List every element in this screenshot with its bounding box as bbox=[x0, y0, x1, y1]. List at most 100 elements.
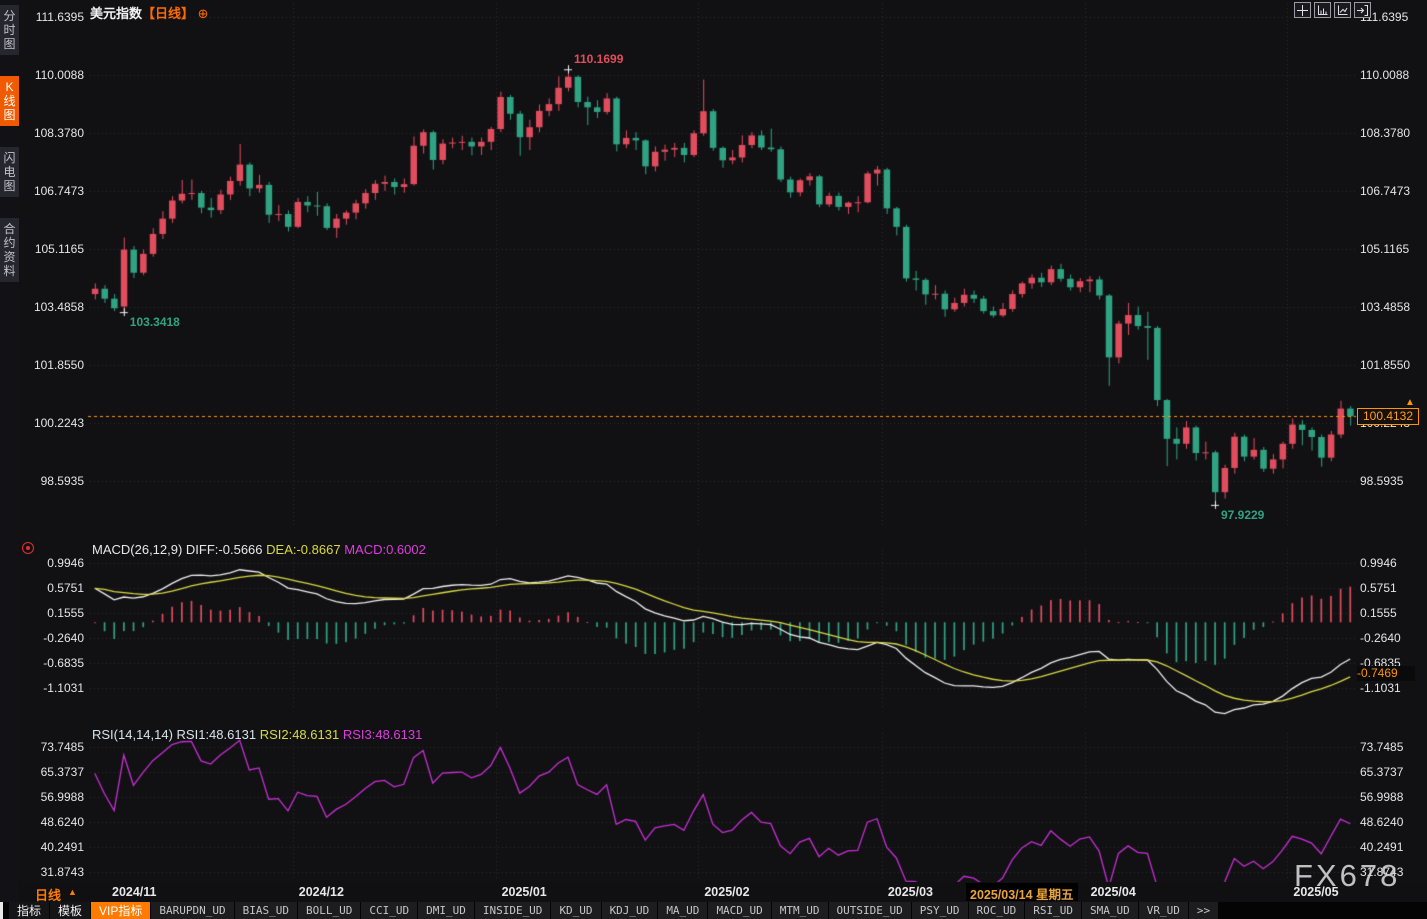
toolbar-item-psy-ud[interactable]: PSY_UD bbox=[911, 902, 968, 919]
toolbar-item-模板[interactable]: 模板 bbox=[50, 902, 91, 919]
axis-tick-label: 106.7473 bbox=[33, 184, 84, 198]
axis-tick-label: 110.0088 bbox=[1360, 68, 1410, 82]
symbol-name: 美元指数 bbox=[90, 6, 143, 21]
toolbar-left-divider bbox=[0, 902, 3, 919]
axis-tick-label: 101.8550 bbox=[1360, 358, 1411, 372]
axis-tick-label: 106.7473 bbox=[1360, 184, 1411, 198]
rsi-header: RSI(14,14,14) RSI1:48.6131 RSI2:48.6131 … bbox=[92, 727, 422, 742]
macd-dea-label: DEA:-0.8667 bbox=[266, 542, 341, 557]
watermark: FX678 bbox=[1294, 858, 1401, 893]
toolbar-item-inside-ud[interactable]: INSIDE_UD bbox=[474, 902, 551, 919]
axis-tick-label: 98.5935 bbox=[40, 474, 84, 488]
date-axis: 日线 ▲ 2024/11 2024/12 2025/01 2025/02 2025/03… bbox=[19, 882, 1427, 903]
macd-current-value-label: -0.7469 bbox=[1357, 666, 1415, 681]
sidebar-item-1[interactable]: 分时图 bbox=[0, 5, 19, 55]
axis-tick-label: 65.3737 bbox=[40, 765, 84, 779]
axis-tick-label: 48.6240 bbox=[40, 815, 84, 829]
price-chart-canvas[interactable] bbox=[0, 0, 1427, 884]
period-selector-button[interactable]: 日线 bbox=[35, 888, 62, 903]
axis-tick-label: -0.6835 bbox=[43, 656, 84, 670]
macd-header: MACD(26,12,9) DIFF:-0.5666 DEA:-0.8667 M… bbox=[92, 542, 426, 557]
axis-tick-label: 98.5935 bbox=[1360, 474, 1404, 488]
axis-tick-label: -0.2640 bbox=[43, 631, 84, 645]
month-label: 2024/11 bbox=[112, 885, 157, 899]
axis-tick-label: 0.1555 bbox=[47, 606, 84, 620]
add-overlay-icon[interactable]: ⊕ bbox=[197, 6, 209, 21]
toolbar-item-rsi-ud[interactable]: RSI_UD bbox=[1025, 902, 1082, 919]
toolbar-item-barupdn-ud[interactable]: BARUPDN_UD bbox=[151, 902, 234, 919]
month-label: 2025/02 bbox=[704, 885, 750, 899]
last-price-label: 100.4132 bbox=[1357, 408, 1419, 425]
axis-tick-label: 103.4858 bbox=[1360, 300, 1411, 314]
rsi1-label: RSI(14,14,14) RSI1:48.6131 bbox=[92, 727, 257, 742]
trend-scale-icon[interactable] bbox=[1334, 2, 1351, 18]
axis-tick-label: 73.7485 bbox=[40, 740, 84, 754]
bar-scale-icon[interactable] bbox=[1314, 2, 1331, 18]
low-price-annotation: 103.3418 bbox=[129, 315, 180, 330]
axis-tick-label: 0.9946 bbox=[1360, 556, 1397, 570]
axis-tick-label: 31.8743 bbox=[1360, 865, 1404, 879]
rsi2-label: RSI2:48.6131 bbox=[259, 727, 340, 742]
period-arrow-icon[interactable]: ▲ bbox=[68, 887, 77, 897]
toolbar-item-cci-ud[interactable]: CCI_UD bbox=[361, 902, 418, 919]
axis-tick-label: 105.1165 bbox=[34, 242, 84, 256]
sidebar-item-4[interactable]: 合约资料 bbox=[0, 218, 19, 282]
low-price-annotation: 97.9229 bbox=[1220, 507, 1265, 522]
month-label: 2025/01 bbox=[501, 885, 547, 899]
axis-tick-label: 111.6395 bbox=[35, 10, 84, 24]
month-label: 2025/03 bbox=[887, 885, 934, 899]
toolbar-item-sma-ud[interactable]: SMA_UD bbox=[1082, 902, 1138, 919]
chart-type-sidebar: 分时图 K线图闪电图合约资料 bbox=[0, 0, 19, 919]
axis-tick-label: 40.2491 bbox=[40, 840, 84, 854]
toolbar-item-macd-ud[interactable]: MACD_UD bbox=[708, 902, 771, 919]
toolbar-item-vr-ud[interactable]: VR_UD bbox=[1138, 902, 1188, 919]
rsi3-label: RSI3:48.6131 bbox=[342, 727, 423, 742]
toolbar-item-kdj-ud[interactable]: KDJ_UD bbox=[601, 902, 658, 919]
toolbar-item-指标[interactable]: 指标 bbox=[9, 902, 50, 919]
high-price-annotation: 110.1699 bbox=[573, 52, 624, 67]
axis-tick-label: 65.3737 bbox=[1360, 765, 1404, 779]
axis-tick-label: 105.1165 bbox=[1360, 242, 1410, 256]
month-label: 2024/12 bbox=[298, 885, 344, 899]
axis-tick-label: 110.0088 bbox=[34, 68, 84, 82]
macd-diff-label: MACD(26,12,9) DIFF:-0.5666 bbox=[92, 542, 263, 557]
axis-tick-label: 56.9988 bbox=[40, 790, 84, 804]
axis-tick-label: 108.3780 bbox=[33, 126, 84, 140]
axis-tick-label: 0.1555 bbox=[1360, 606, 1397, 620]
sidebar-item-2[interactable]: K线图 bbox=[0, 76, 19, 126]
indicator-toolbar: 指标 模板 VIP指标 BARUPDN_UD BIAS_UD BOLL_UD CCI_UD D… bbox=[0, 902, 1427, 919]
axis-tick-label: 103.4858 bbox=[33, 300, 84, 314]
toolbar-item-dmi-ud[interactable]: DMI_UD bbox=[418, 902, 474, 919]
toolbar-item-vip指标[interactable]: VIP指标 bbox=[91, 902, 151, 919]
axis-tick-label: 111.6395 bbox=[1360, 10, 1409, 24]
price-up-arrow-icon: ▲ bbox=[1405, 397, 1415, 408]
page-title: 美元指数【日线】 ⊕ bbox=[90, 3, 209, 22]
month-label: 2025/05 bbox=[1293, 885, 1339, 899]
axis-tick-label: 101.8550 bbox=[33, 358, 84, 372]
toolbar-item-roc-ud[interactable]: ROC_UD bbox=[968, 902, 1025, 919]
axis-tick-label: -1.1031 bbox=[1360, 681, 1401, 695]
axis-tick-label: 0.9946 bbox=[47, 556, 84, 570]
crosshair-date-label: 2025/03/14 星期五 bbox=[966, 883, 1078, 902]
macd-value-label: MACD:0.6002 bbox=[344, 542, 426, 557]
month-label: 2025/04 bbox=[1090, 885, 1136, 899]
axis-tick-label: 56.9988 bbox=[1360, 790, 1404, 804]
toolbar-item-outside-ud[interactable]: OUTSIDE_UD bbox=[828, 902, 911, 919]
axis-tick-label: 48.6240 bbox=[1360, 815, 1404, 829]
sidebar-item-3[interactable]: 闪电图 bbox=[0, 147, 19, 197]
toolbar-item-mtm-ud[interactable]: MTM_UD bbox=[771, 902, 828, 919]
toolbar-item-bias-ud[interactable]: BIAS_UD bbox=[234, 902, 297, 919]
axis-tick-label: 40.2491 bbox=[1360, 840, 1404, 854]
axis-tick-label: 100.2243 bbox=[33, 416, 84, 430]
toolbar-item--[interactable]: >> bbox=[1188, 902, 1219, 919]
axis-tick-label: -0.2640 bbox=[1360, 631, 1401, 645]
chart-toolbar-icons bbox=[1294, 2, 1371, 18]
toolbar-item-boll-ud[interactable]: BOLL_UD bbox=[297, 902, 361, 919]
crosshair-icon[interactable] bbox=[1294, 2, 1311, 18]
toolbar-item-ma-ud[interactable]: MA_UD bbox=[658, 902, 708, 919]
toolbar-item-kd-ud[interactable]: KD_UD bbox=[551, 902, 601, 919]
indicator-target-icon[interactable] bbox=[22, 542, 34, 554]
collapse-right-icon[interactable] bbox=[1354, 2, 1371, 18]
axis-tick-label: 108.3780 bbox=[1360, 126, 1411, 140]
